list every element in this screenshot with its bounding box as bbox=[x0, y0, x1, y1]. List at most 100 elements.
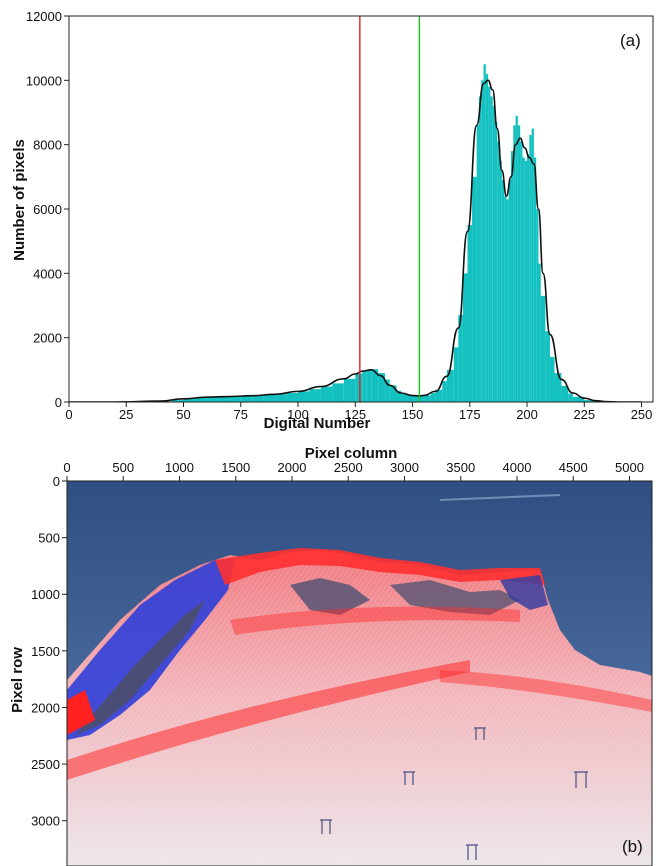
histogram-bar bbox=[355, 373, 363, 402]
histogram-bar bbox=[332, 383, 344, 402]
panel-label-a: (a) bbox=[620, 31, 641, 50]
image-y-label: Pixel row bbox=[9, 647, 26, 713]
histogram-x-tick-label: 0 bbox=[65, 407, 72, 422]
histogram-bar bbox=[490, 96, 493, 402]
image-y-ticks: 0 500 1000 1500 2000 2500 3000 bbox=[31, 474, 67, 829]
image-x-tick-label: 0 bbox=[63, 460, 70, 475]
histogram-bar bbox=[446, 369, 454, 402]
image-x-tick-label: 3000 bbox=[390, 460, 419, 475]
histogram-bar bbox=[430, 392, 436, 402]
histogram-bar bbox=[533, 157, 537, 402]
histogram-bar bbox=[435, 389, 443, 402]
histogram-bar bbox=[504, 196, 507, 402]
histogram-bar bbox=[529, 135, 532, 402]
image-panel: 0 500 1000 1500 2000 2500 3000 3500 4000 4500 5000… bbox=[9, 445, 653, 866]
histogram-bar bbox=[536, 209, 539, 402]
histogram-x-tick-label: 25 bbox=[119, 407, 133, 422]
histogram-bar bbox=[462, 273, 468, 402]
histogram-bar bbox=[407, 395, 413, 402]
histogram-bar bbox=[194, 397, 207, 402]
histogram-bar bbox=[240, 396, 253, 402]
histogram-bar bbox=[584, 400, 596, 402]
histogram-y-label: Number of pixels bbox=[11, 139, 28, 261]
histogram-bar bbox=[485, 73, 489, 402]
histogram-bar bbox=[499, 160, 502, 402]
histogram-x-tick-label: 175 bbox=[459, 407, 481, 422]
contrail bbox=[439, 494, 561, 501]
histogram-bar bbox=[506, 199, 509, 402]
red-class-streak-2 bbox=[230, 606, 520, 635]
histogram-y-tick-label: 6000 bbox=[33, 202, 62, 217]
histogram-bar bbox=[561, 385, 569, 402]
histogram-bar bbox=[396, 390, 402, 402]
histogram-bar bbox=[419, 395, 424, 402]
image-x-tick-label: 500 bbox=[112, 460, 134, 475]
image-x-tick-label: 1000 bbox=[165, 460, 194, 475]
histogram-y-tick-label: 12000 bbox=[26, 9, 62, 24]
image-x-tick-label: 3500 bbox=[446, 460, 475, 475]
histogram-bar bbox=[492, 106, 495, 402]
histogram-bar bbox=[522, 157, 525, 402]
image-x-tick-label: 1500 bbox=[221, 460, 250, 475]
summit-rocks-1 bbox=[290, 578, 370, 615]
histogram-y-tick-label: 10000 bbox=[26, 73, 62, 88]
image-y-tick-label: 500 bbox=[38, 531, 60, 546]
histogram-x-tick-label: 125 bbox=[344, 407, 366, 422]
image-y-tick-label: 0 bbox=[53, 474, 60, 489]
histogram-bar bbox=[389, 385, 397, 402]
histogram-bar bbox=[538, 263, 541, 402]
histogram-bar bbox=[545, 331, 550, 402]
histogram-bar bbox=[554, 373, 562, 402]
histogram-y-ticks: 0 2000 4000 6000 8000 10000 12000 bbox=[26, 9, 69, 410]
histogram-bar bbox=[540, 295, 546, 402]
histogram-x-tick-label: 200 bbox=[516, 407, 538, 422]
histogram-bar bbox=[520, 141, 523, 402]
histogram-bar bbox=[320, 386, 333, 402]
histogram-bar bbox=[172, 400, 184, 402]
image-y-tick-label: 1500 bbox=[31, 644, 60, 659]
fitted-curve bbox=[69, 79, 642, 402]
histogram-bar bbox=[252, 395, 264, 402]
histogram-bar bbox=[366, 369, 372, 402]
histogram-y-tick-label: 4000 bbox=[33, 266, 62, 281]
histogram-bar bbox=[309, 389, 321, 402]
histogram-bar bbox=[229, 396, 241, 402]
histogram-y-tick-label: 0 bbox=[55, 395, 62, 410]
histogram-x-tick-label: 75 bbox=[234, 407, 248, 422]
histogram-x-tick-label: 50 bbox=[176, 407, 190, 422]
histogram-bar bbox=[275, 394, 287, 402]
histogram-bars bbox=[160, 64, 619, 402]
histogram-bar bbox=[453, 347, 459, 402]
image-x-tick-label: 4000 bbox=[503, 460, 532, 475]
histogram-bar bbox=[478, 96, 482, 402]
classified-image bbox=[67, 481, 652, 866]
histogram-bar bbox=[511, 151, 514, 402]
histogram-x-ticks: 0 25 50 75 100 125 150 175 200 225 250 bbox=[65, 402, 652, 422]
histogram-bar bbox=[572, 396, 585, 402]
histogram-bar bbox=[467, 225, 473, 402]
image-x-tick-label: 4500 bbox=[559, 460, 588, 475]
image-x-ticks: 0 500 1000 1500 2000 2500 3000 3500 4000 4500 5000 bbox=[63, 460, 644, 481]
threshold-lines bbox=[359, 16, 421, 402]
histogram-x-tick-label: 100 bbox=[287, 407, 309, 422]
image-y-tick-label: 3000 bbox=[31, 814, 60, 829]
histogram-bar bbox=[183, 398, 195, 402]
image-x-label: Pixel column bbox=[305, 445, 398, 462]
histogram-bar bbox=[472, 176, 477, 402]
histogram-bar bbox=[442, 381, 447, 402]
red-class-streak-3 bbox=[440, 670, 652, 712]
histogram-bar bbox=[458, 315, 463, 402]
histogram-bar bbox=[517, 125, 521, 402]
image-x-tick-label: 2500 bbox=[334, 460, 363, 475]
histogram-bar bbox=[501, 180, 505, 402]
image-frame bbox=[66, 480, 653, 866]
image-y-tick-label: 2500 bbox=[31, 757, 60, 772]
summit-rocks-3 bbox=[500, 575, 548, 610]
histogram-bar bbox=[423, 395, 431, 402]
histogram-y-tick-label: 2000 bbox=[33, 331, 62, 346]
histogram-bar bbox=[206, 397, 218, 402]
histogram-bar bbox=[217, 396, 230, 402]
histogram-x-tick-label: 225 bbox=[573, 407, 595, 422]
histogram-x-tick-label: 250 bbox=[631, 407, 653, 422]
